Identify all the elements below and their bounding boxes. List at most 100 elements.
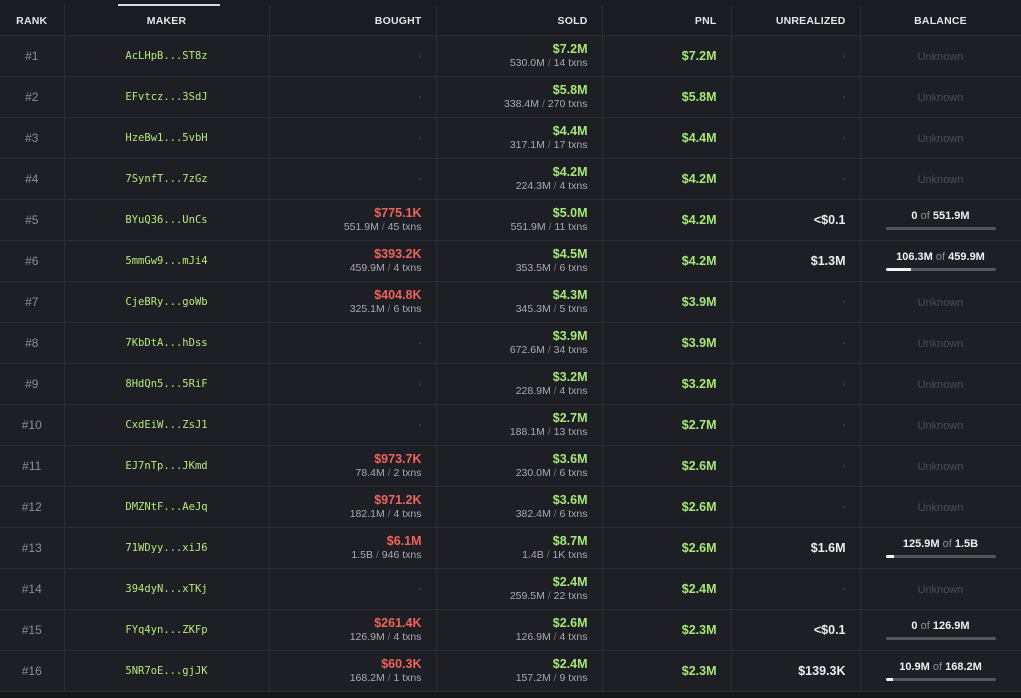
pnl-column-header[interactable]: PNL [602,6,732,36]
sold-column-header[interactable]: SOLD [436,6,603,36]
sold-txns: 6 txns [559,262,588,275]
balance-cell: Unknown [860,486,1021,528]
maker-column-header[interactable]: MAKER [64,6,270,36]
maker-address-link[interactable]: EJ7nTp...JKmd [64,445,270,487]
sold-tokens: 157.2M [515,672,551,685]
bought-detail: 1.5B / 946 txns [270,549,421,562]
sold-cell: $4.4M 317.1M / 17 txns [436,117,603,159]
separator: / [553,631,557,644]
rank-cell: #11 [0,445,65,487]
sold-tokens: 228.9M [515,385,551,398]
rank-cell: #4 [0,158,65,200]
bought-cell: $971.2K 182.1M / 4 txns [269,486,437,528]
rank-cell: #14 [0,568,65,610]
bought-column-header[interactable]: BOUGHT [269,6,437,36]
sold-cell: $5.0M 551.9M / 11 txns [436,199,603,241]
maker-address-link[interactable]: AcLHpB...ST8z [64,35,270,77]
maker-address-link[interactable]: 394dyN...xTKj [64,568,270,610]
maker-address-link[interactable]: 71WDyy...xiJ6 [64,527,270,569]
balance-unknown: Unknown [917,502,964,514]
table-row[interactable]: #16 5NR7oE...gjJK $60.3K 168.2M / 1 txns … [0,650,1021,692]
balance-cell: 0 of 126.9M [860,609,1021,651]
maker-address-link[interactable]: 8HdQn5...5RiF [64,363,270,405]
sold-txns: 1K txns [552,549,588,562]
unrealized-empty: - [731,322,861,364]
maker-address-link[interactable]: DMZNtF...AeJq [64,486,270,528]
rank-cell: #6 [0,240,65,282]
table-row[interactable]: #13 71WDyy...xiJ6 $6.1M 1.5B / 946 txns $… [0,527,1021,569]
balance-progress-bar [885,227,996,230]
balance-text: 125.9M of 1.5B [861,538,1021,550]
table-row[interactable]: #8 7KbDtA...hDss - $3.9M 672.6M / 34 txns … [0,322,1021,364]
table-row[interactable]: #1 AcLHpB...ST8z - $7.2M 530.0M / 14 txns … [0,35,1021,77]
table-row[interactable]: #14 394dyN...xTKj - $2.4M 259.5M / 22 txns… [0,568,1021,610]
bought-tokens: 126.9M [349,631,385,644]
separator: / [548,221,552,234]
separator: / [387,303,391,316]
balance-text: 0 of 126.9M [861,620,1021,632]
separator: / [546,549,550,562]
table-row[interactable]: #5 BYuQ36...UnCs $775.1K 551.9M / 45 txns… [0,199,1021,241]
balance-cell: Unknown [860,281,1021,323]
sold-detail: 228.9M / 4 txns [437,385,588,398]
pnl-cell: $4.2M [602,199,732,241]
rank-cell: #9 [0,363,65,405]
maker-address-link[interactable]: HzeBw1...5vbH [64,117,270,159]
bought-cell: $6.1M 1.5B / 946 txns [269,527,437,569]
maker-address-link[interactable]: 5mmGw9...mJi4 [64,240,270,282]
balance-cell: 125.9M of 1.5B [860,527,1021,569]
maker-address-link[interactable]: BYuQ36...UnCs [64,199,270,241]
separator: / [387,672,391,685]
rank-cell: #12 [0,486,65,528]
table-row[interactable]: #15 FYq4yn...ZKFp $261.4K 126.9M / 4 txns… [0,609,1021,651]
sold-tokens: 338.4M [504,98,540,111]
table-row[interactable]: #3 HzeBw1...5vbH - $4.4M 317.1M / 17 txns … [0,117,1021,159]
table-row[interactable]: #2 EFvtcz...3SdJ - $5.8M 338.4M / 270 txns… [0,76,1021,118]
balance-total: 168.2M [945,661,982,673]
maker-address-link[interactable]: EFvtcz...3SdJ [64,76,270,118]
pnl-cell: $2.4M [602,568,732,610]
maker-address-link[interactable]: FYq4yn...ZKFp [64,609,270,651]
table-row[interactable]: #11 EJ7nTp...JKmd $973.7K 78.4M / 2 txns … [0,445,1021,487]
sold-usd: $7.2M [552,41,588,56]
separator: / [553,385,557,398]
sold-cell: $3.6M 382.4M / 6 txns [436,486,603,528]
bought-usd: $261.4K [374,615,422,630]
balance-cell: Unknown [860,35,1021,77]
sold-detail: 126.9M / 4 txns [437,631,588,644]
pnl-cell: $4.2M [602,240,732,282]
rank-cell: #15 [0,609,65,651]
bought-txns: 4 txns [393,631,422,644]
balance-of: of [920,210,930,222]
maker-address-link[interactable]: 7SynfT...7zGz [64,158,270,200]
balance-column-header[interactable]: BALANCE [860,6,1021,36]
table-row[interactable]: #4 7SynfT...7zGz - $4.2M 224.3M / 4 txns $… [0,158,1021,200]
table-row[interactable]: #10 CxdEiW...ZsJ1- $2.7M 188.1M / 13 txns… [0,404,1021,446]
table-row[interactable]: #7 CjeBRy...goWb $404.8K 325.1M / 6 txns … [0,281,1021,323]
balance-unknown: Unknown [917,51,964,63]
balance-progress-bar [885,268,996,271]
bought-cell: $973.7K 78.4M / 2 txns [269,445,437,487]
bought-txns: 1 txns [393,672,422,685]
table-row[interactable]: #9 8HdQn5...5RiF - $3.2M 228.9M / 4 txns $… [0,363,1021,405]
sold-txns: 22 txns [553,590,588,603]
balance-of: of [932,661,943,673]
table-row[interactable]: #12 DMZNtF...AeJq $971.2K 182.1M / 4 txns… [0,486,1021,528]
unrealized-column-header[interactable]: UNREALIZED [731,6,861,36]
unrealized-cell: <$0.1 [731,199,861,241]
bought-detail: 551.9M / 45 txns [270,221,422,234]
balance-held: 0 [911,210,918,222]
bought-tokens: 78.4M [355,467,385,480]
maker-address-link[interactable]: 7KbDtA...hDss [64,322,270,364]
balance-cell: Unknown [860,322,1021,364]
rank-column-header[interactable]: RANK [0,6,65,36]
table-row[interactable]: #6 5mmGw9...mJi4 $393.2K 459.9M / 4 txns … [0,240,1021,282]
sold-detail: 230.0M / 6 txns [437,467,588,480]
maker-address-link[interactable]: CjeBRy...goWb [64,281,270,323]
balance-progress-fill [885,555,895,558]
bought-empty: - [269,35,437,77]
balance-total: 126.9M [932,620,970,632]
separator: / [387,467,391,480]
maker-address-link[interactable]: CxdEiW...ZsJ1 [64,404,270,446]
maker-address-link[interactable]: 5NR7oE...gjJK [64,650,270,692]
